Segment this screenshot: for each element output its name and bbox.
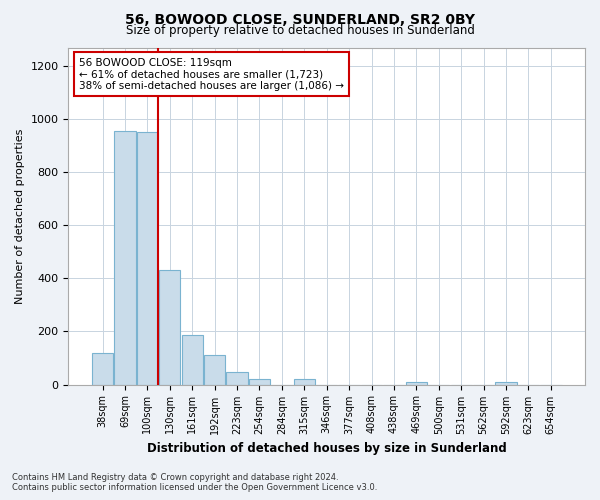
Bar [204,355,225,384]
Text: 56, BOWOOD CLOSE, SUNDERLAND, SR2 0BY: 56, BOWOOD CLOSE, SUNDERLAND, SR2 0BY [125,12,475,26]
Bar [249,378,270,384]
Bar [115,131,136,384]
Bar [182,336,203,384]
Bar [226,372,248,384]
Text: 56 BOWOOD CLOSE: 119sqm
← 61% of detached houses are smaller (1,723)
38% of semi: 56 BOWOOD CLOSE: 119sqm ← 61% of detache… [79,58,344,91]
Text: Contains HM Land Registry data © Crown copyright and database right 2024.
Contai: Contains HM Land Registry data © Crown c… [12,473,377,492]
Bar [496,382,517,384]
Bar [137,132,158,384]
Y-axis label: Number of detached properties: Number of detached properties [15,128,25,304]
Bar [406,382,427,384]
X-axis label: Distribution of detached houses by size in Sunderland: Distribution of detached houses by size … [147,442,506,455]
Bar [293,380,315,384]
Bar [159,270,181,384]
Text: Size of property relative to detached houses in Sunderland: Size of property relative to detached ho… [125,24,475,37]
Bar [92,352,113,384]
